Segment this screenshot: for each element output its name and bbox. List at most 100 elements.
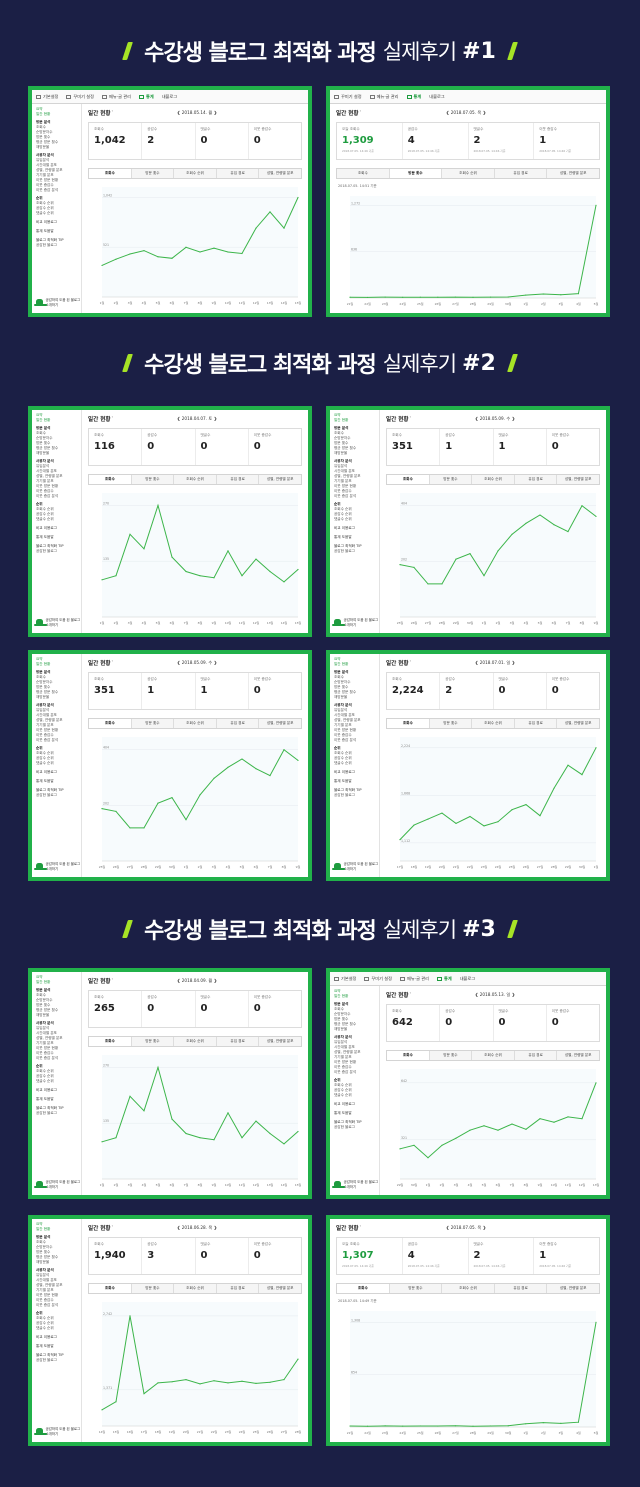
sidebar-item-s9[interactable]: 사용자 분석 (334, 1035, 352, 1039)
date-selector[interactable]: ❮ 2018.05.09. 수 ❯ (475, 416, 515, 422)
next-date-icon[interactable]: ❯ (212, 978, 218, 983)
sidebar-item-s13[interactable]: 기기별 분포 (36, 1288, 54, 1292)
sidebar-item-s5[interactable]: 순방문자수 (334, 436, 351, 440)
sidebar-item-s10[interactable]: 유입분석 (36, 708, 50, 712)
sidebar-item-s21[interactable]: 비교 이용로그 (36, 220, 57, 224)
sidebar-item-s21[interactable]: 비교 이용로그 (36, 526, 57, 530)
help-icon[interactable]: ? (409, 991, 412, 996)
sidebar-item-s20[interactable]: 댓글수 순위 (36, 517, 54, 521)
next-date-icon[interactable]: ❯ (212, 110, 218, 115)
tab-tab_inflow[interactable]: 유입 경로 (515, 475, 558, 484)
help-icon[interactable]: ? (111, 1224, 114, 1229)
sidebar-promo[interactable]: 공감하여 도움 된 블로그 소개하기 (332, 1179, 379, 1189)
sidebar-item-s4[interactable]: 조회수 (334, 431, 344, 435)
next-date-icon[interactable]: ❯ (481, 110, 487, 115)
sidebar-item-s5[interactable]: 순방문자수 (36, 680, 53, 684)
tab-tab_inflow[interactable]: 유입 경로 (217, 719, 260, 728)
sidebar-item-s18[interactable]: 조회수 순위 (334, 1083, 352, 1087)
date-selector[interactable]: ❮ 2018.07.01. 일 ❯ (475, 660, 515, 666)
help-icon[interactable]: ? (111, 415, 114, 420)
sidebar-item-s21[interactable]: 비교 이용로그 (36, 770, 57, 774)
sidebar-item-s8[interactable]: 재방문율 (334, 451, 348, 455)
sidebar-item-s2[interactable]: 일간 현황 (334, 994, 349, 998)
sidebar-item-s8[interactable]: 재방문율 (36, 695, 50, 699)
sidebar-item-s4[interactable]: 조회수 (36, 125, 46, 129)
sidebar-promo[interactable]: 공감하여 도움 된 블로그 소개하기 (332, 861, 379, 871)
sidebar-item-s15[interactable]: 이웃 증감수 (36, 1298, 54, 1302)
sidebar-item-s5[interactable]: 순방문자수 (36, 1245, 53, 1249)
tab-tab_visits[interactable]: 방문 횟수 (132, 169, 175, 178)
sidebar-item-s23[interactable]: 블로그 최적화 TIP (36, 1106, 64, 1110)
tab-tab_demo[interactable]: 성별, 연령별 분포 (564, 477, 592, 481)
sidebar-item-s10[interactable]: 유입분석 (334, 464, 348, 468)
sidebar-item-s21[interactable]: 비교 이용로그 (36, 1088, 57, 1092)
sidebar-item-s24[interactable]: 공감한 블로그 (334, 1125, 355, 1129)
sidebar-item-s12[interactable]: 성별, 연령별 분포 (334, 474, 361, 478)
tab-tab_views[interactable]: 조회수 (387, 475, 430, 484)
sidebar-item-s19[interactable]: 공감수 순위 (334, 512, 352, 516)
sidebar-item-s2[interactable]: 일간 현황 (36, 662, 51, 666)
sidebar-item-s1[interactable]: 요약 (36, 107, 43, 111)
sidebar-item-s14[interactable]: 이웃 방문 현황 (334, 728, 357, 732)
help-icon[interactable]: ? (359, 109, 362, 114)
sidebar-item-s18[interactable]: 조회수 순위 (36, 507, 54, 511)
sidebar-item-s8[interactable]: 재방문율 (36, 1013, 50, 1017)
sidebar-item-s9[interactable]: 사용자 분석 (36, 1021, 54, 1025)
sidebar-item-s4[interactable]: 조회수 (36, 675, 46, 679)
tab-tab_rank[interactable]: 조회수 순위 (174, 475, 217, 484)
sidebar-item-s18[interactable]: 조회수 순위 (334, 507, 352, 511)
help-icon[interactable]: ? (111, 109, 114, 114)
help-icon[interactable]: ? (111, 977, 114, 982)
sidebar-item-s7[interactable]: 평균 방문 횟수 (36, 1255, 59, 1259)
sidebar-item-s15[interactable]: 이웃 증감수 (36, 1051, 54, 1055)
help-icon[interactable]: ? (111, 659, 114, 664)
tab-tab_rank[interactable]: 조회수 순위 (472, 475, 515, 484)
topbar-menu-tb3[interactable]: 메뉴·글 관리 (400, 976, 429, 982)
sidebar-item-s16[interactable]: 이웃 증감 분석 (334, 738, 357, 742)
sidebar-item-s24[interactable]: 공감한 블로그 (36, 1111, 57, 1115)
sidebar-item-s8[interactable]: 재방문율 (334, 695, 348, 699)
sidebar-item-s22[interactable]: 통계 도움말 (36, 1344, 54, 1348)
sidebar-item-s1[interactable]: 요약 (36, 1222, 43, 1226)
sidebar-item-s8[interactable]: 재방문율 (334, 1027, 348, 1031)
tab-tab_visits[interactable]: 방문 횟수 (132, 719, 175, 728)
sidebar-item-s7[interactable]: 평균 방문 횟수 (334, 446, 357, 450)
tab-tab_inflow[interactable]: 유입 경로 (217, 169, 260, 178)
tab-tab_visits[interactable]: 방문 횟수 (430, 1051, 473, 1060)
prev-date-icon[interactable]: ❮ (474, 992, 480, 997)
prev-date-icon[interactable]: ❮ (176, 660, 182, 665)
sidebar-item-s8[interactable]: 재방문율 (36, 1260, 50, 1264)
sidebar-item-s13[interactable]: 기기별 분포 (334, 723, 352, 727)
date-selector[interactable]: ❮ 2018.05.13. 일 ❯ (475, 992, 515, 998)
sidebar-item-s24[interactable]: 공감한 블로그 (334, 793, 355, 797)
tab-tab_views[interactable]: 조회수 (89, 1037, 132, 1046)
sidebar-item-s20[interactable]: 댓글수 순위 (334, 1093, 352, 1097)
sidebar-item-s12[interactable]: 성별, 연령별 분포 (36, 1036, 63, 1040)
sidebar-item-s9[interactable]: 사용자 분석 (334, 703, 352, 707)
sidebar-item-s16[interactable]: 이웃 증감 분석 (36, 188, 59, 192)
sidebar-item-s13[interactable]: 기기별 분포 (334, 1055, 352, 1059)
sidebar-promo[interactable]: 공감하여 도움 된 블로그 소개하기 (332, 617, 379, 627)
sidebar-item-s6[interactable]: 방문 횟수 (334, 441, 349, 445)
sidebar-item-s5[interactable]: 순방문자수 (36, 998, 53, 1002)
tab-tab_rank[interactable]: 조회수 순위 (174, 169, 217, 178)
prev-date-icon[interactable]: ❮ (176, 978, 182, 983)
sidebar-item-s22[interactable]: 통계 도움말 (334, 535, 352, 539)
sidebar-item-s3[interactable]: 방문 분석 (36, 426, 51, 430)
tab-tab_demo[interactable]: 성별, 연령별 분포 (564, 721, 592, 725)
sidebar-item-s18[interactable]: 조회수 순위 (36, 201, 54, 205)
date-selector[interactable]: ❮ 2018.05.14. 월 ❯ (177, 110, 217, 116)
prev-date-icon[interactable]: ❮ (445, 1225, 451, 1230)
tab-tab_views[interactable]: 조회수 (89, 1284, 132, 1293)
sidebar-item-s12[interactable]: 성별, 연령별 분포 (334, 1050, 361, 1054)
sidebar-item-s10[interactable]: 유입분석 (334, 708, 348, 712)
sidebar-item-s19[interactable]: 공감수 순위 (36, 512, 54, 516)
sidebar-item-s7[interactable]: 평균 방문 횟수 (36, 140, 59, 144)
topbar-menu-tb3[interactable]: 메뉴·글 관리 (369, 94, 399, 100)
date-selector[interactable]: ❮ 2018.05.09. 수 ❯ (177, 660, 217, 666)
sidebar-item-s2[interactable]: 일간 현황 (334, 418, 349, 422)
sidebar-item-s15[interactable]: 이웃 증감수 (334, 489, 352, 493)
sidebar-item-s22[interactable]: 통계 도움말 (36, 779, 54, 783)
sidebar-item-s19[interactable]: 공감수 순위 (36, 756, 54, 760)
sidebar-item-s8[interactable]: 재방문율 (36, 451, 50, 455)
